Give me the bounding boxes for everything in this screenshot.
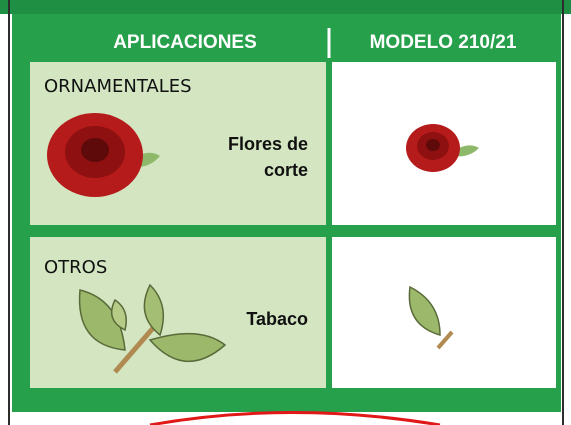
rose-icon xyxy=(406,124,479,172)
cell xyxy=(332,237,556,388)
header-cell: MODELO 210/21 xyxy=(370,32,517,53)
leaf-icon xyxy=(78,283,227,374)
row-application: Tabaco xyxy=(246,309,308,329)
row-category: ORNAMENTALES xyxy=(44,76,192,97)
row-application: Flores de xyxy=(228,134,308,154)
header-cell: APLICACIONES xyxy=(113,32,257,53)
top-strip xyxy=(0,0,571,14)
leaf-icon xyxy=(408,285,454,350)
red-arc xyxy=(149,411,441,425)
row-application: corte xyxy=(264,160,308,180)
rose-icon xyxy=(47,113,160,197)
row-category: OTROS xyxy=(44,257,107,278)
cell xyxy=(30,237,326,388)
